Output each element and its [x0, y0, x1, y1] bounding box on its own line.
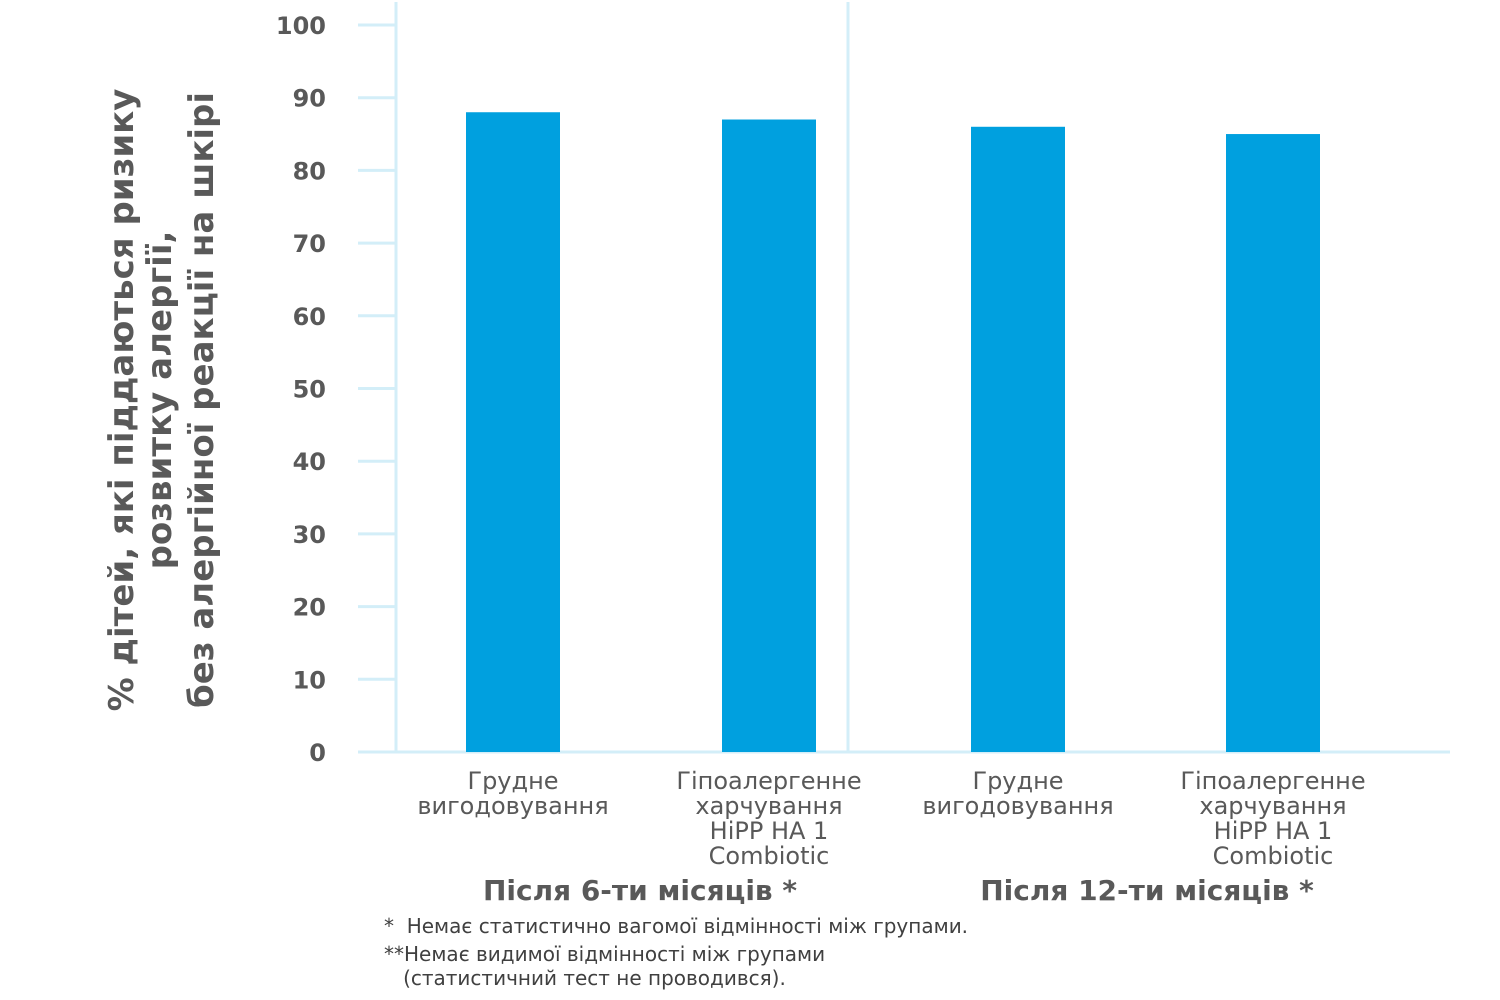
y-tick-label: 70 — [293, 230, 326, 258]
category-label-line: Гіпоалергенне — [1180, 767, 1365, 795]
footnote-3: (статистичний тест не проводився). — [384, 966, 786, 990]
bar — [466, 112, 560, 753]
y-tick-label: 30 — [293, 521, 326, 549]
chart-bars — [466, 112, 1320, 753]
y-axis-ticks: 0 10 20 30 40 50 60 70 80 90 100 — [276, 12, 396, 767]
category-label: Гіпоалергенне харчування HiPP HA 1 Combioti… — [1180, 767, 1365, 870]
bar — [1226, 134, 1320, 753]
y-tick-label: 40 — [293, 448, 326, 476]
category-label-line: вигодовування — [922, 792, 1113, 820]
y-tick-label: 0 — [309, 739, 326, 767]
bar — [722, 119, 816, 752]
bar — [971, 126, 1065, 752]
category-label: Грудне вигодовування — [417, 767, 608, 820]
category-label-line: харчування — [1199, 792, 1346, 820]
category-label-line: Грудне — [467, 767, 558, 795]
category-label-line: Грудне — [972, 767, 1063, 795]
category-label-line: Combiotic — [1213, 842, 1334, 870]
category-label: Гіпоалергенне харчування HiPP HA 1 Combioti… — [676, 767, 861, 870]
y-axis-label-line: % дітей, які піддаються ризику — [102, 89, 142, 712]
category-label-line: вигодовування — [417, 792, 608, 820]
y-tick-label: 60 — [293, 303, 326, 331]
category-label-line: HiPP HA 1 — [1214, 817, 1333, 845]
category-label: Грудне вигодовування — [922, 767, 1113, 820]
category-label-line: харчування — [695, 792, 842, 820]
y-axis-label-line: розвитку алергії, — [140, 231, 180, 570]
category-label-line: Combiotic — [709, 842, 830, 870]
footnote-1: * Немає статистично вагомої відмінності … — [384, 914, 969, 938]
y-tick-label: 10 — [293, 666, 326, 694]
y-tick-label: 50 — [293, 376, 326, 404]
group-labels: Після 6-ти місяців * Після 12-ти місяців … — [483, 874, 1314, 907]
y-tick-label: 100 — [276, 12, 326, 40]
category-label-line: Гіпоалергенне — [676, 767, 861, 795]
category-label-line: HiPP HA 1 — [710, 817, 829, 845]
y-tick-label: 90 — [293, 85, 326, 113]
footnote-2: **Немає видимої відмінності між групами — [384, 942, 826, 966]
y-tick-label: 20 — [293, 594, 326, 622]
group-label: Після 6-ти місяців * — [483, 874, 797, 907]
group-label: Після 12-ти місяців * — [980, 874, 1314, 907]
y-tick-label: 80 — [293, 157, 326, 185]
y-axis-label-line: без алергійної реакції на шкірі — [182, 92, 222, 708]
